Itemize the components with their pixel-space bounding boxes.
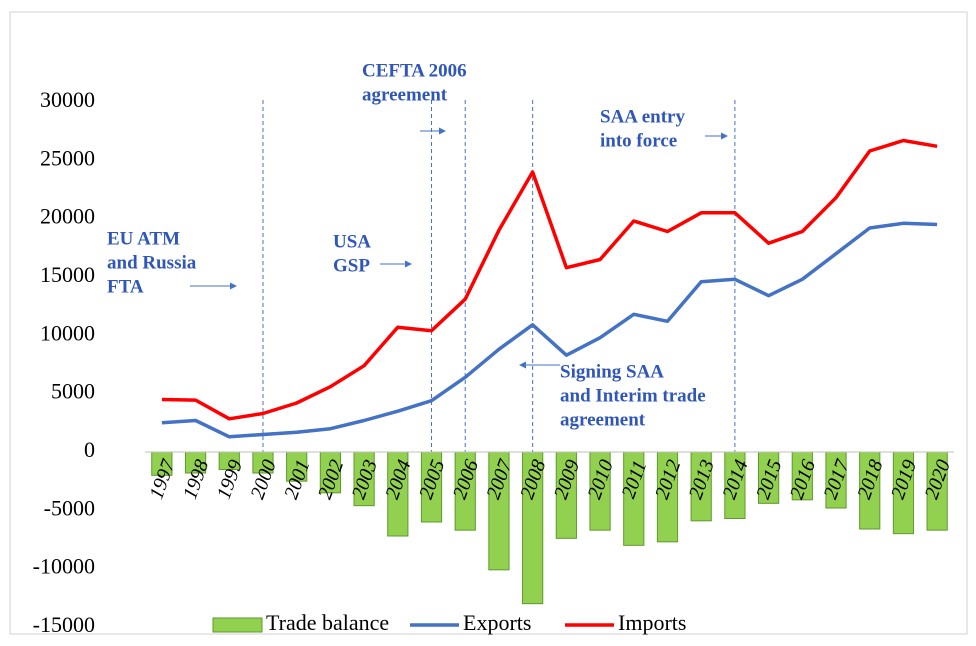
annotation: agreement bbox=[560, 409, 646, 430]
x-tick-label: 2014 bbox=[718, 457, 752, 502]
x-tick-label: 1997 bbox=[145, 456, 180, 502]
annotation: into force bbox=[600, 130, 677, 151]
y-tick-label: 20000 bbox=[40, 204, 95, 229]
annotation: SAA entry bbox=[600, 106, 685, 127]
y-tick-label: 15000 bbox=[40, 262, 95, 287]
x-tick-label: 2004 bbox=[381, 457, 415, 502]
x-tick-label: 2012 bbox=[651, 457, 685, 502]
x-tick-label: 2002 bbox=[314, 457, 348, 502]
y-tick-label: 30000 bbox=[40, 87, 95, 112]
x-tick-label: 2013 bbox=[685, 457, 719, 502]
x-tick-label: 2006 bbox=[449, 457, 483, 502]
y-tick-label: -10000 bbox=[33, 554, 95, 579]
annotation: GSP bbox=[333, 255, 370, 276]
line bbox=[161, 221, 938, 439]
x-tick-label: 2018 bbox=[853, 457, 887, 502]
annotation: Signing SAA bbox=[560, 361, 664, 382]
annotation: FTA bbox=[107, 276, 144, 297]
legend-label: Exports bbox=[463, 610, 531, 635]
y-tick-label: 5000 bbox=[51, 379, 95, 404]
x-tick-label: 2003 bbox=[348, 457, 382, 502]
annotation: and Interim trade bbox=[560, 385, 706, 406]
y-tick-label: 25000 bbox=[40, 145, 95, 170]
x-tick-label: 2010 bbox=[584, 457, 618, 502]
x-tick-label: 2020 bbox=[921, 457, 955, 502]
x-tick-label: 2019 bbox=[887, 457, 921, 502]
x-tick-label: 2015 bbox=[752, 457, 786, 502]
annotation: CEFTA 2006 bbox=[362, 60, 467, 81]
x-tick-label: 2011 bbox=[618, 458, 652, 502]
x-tick-label: 2005 bbox=[415, 457, 449, 502]
x-tick-label: 2017 bbox=[820, 456, 855, 502]
y-tick-label: 0 bbox=[84, 437, 95, 462]
x-tick-label: 1999 bbox=[213, 457, 247, 502]
annotation: USA bbox=[333, 231, 371, 252]
x-tick-label: 2007 bbox=[482, 456, 517, 502]
legend-swatch bbox=[212, 617, 263, 633]
annotation: EU ATM bbox=[107, 228, 180, 249]
legend-label: Imports bbox=[618, 610, 686, 635]
x-tick-label: 2016 bbox=[786, 457, 820, 502]
chart-border bbox=[9, 11, 968, 635]
y-tick-label: 10000 bbox=[40, 320, 95, 345]
line bbox=[161, 138, 938, 421]
annotation: agreement bbox=[362, 84, 448, 105]
annotation: and Russia bbox=[107, 252, 197, 273]
x-tick-label: 1998 bbox=[179, 457, 213, 502]
x-tick-label: 2009 bbox=[550, 457, 584, 502]
x-tick-label: 2001 bbox=[280, 457, 314, 502]
legend-label: Trade balance bbox=[266, 610, 389, 635]
x-tick-label: 2000 bbox=[246, 457, 280, 502]
y-tick-label: -5000 bbox=[44, 495, 95, 520]
x-tick-label: 2008 bbox=[516, 457, 550, 502]
y-tick-label: -15000 bbox=[33, 612, 95, 637]
